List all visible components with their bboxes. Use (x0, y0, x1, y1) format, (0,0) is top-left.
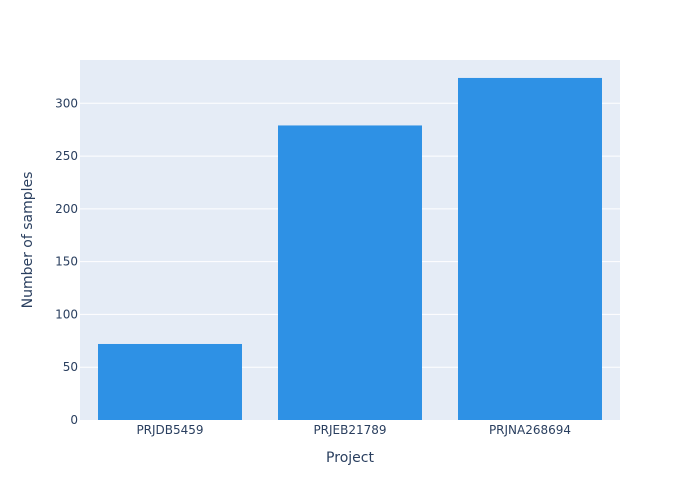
bar[interactable] (98, 343, 242, 420)
x-tick-labels: PRJDB5459 PRJEB21789 PRJNA268694 (136, 423, 571, 437)
bar[interactable] (458, 77, 602, 421)
y-axis-title: Number of samples (20, 172, 36, 309)
y-tick-label: 300 (55, 96, 78, 110)
y-tick-label: 150 (55, 255, 78, 269)
bars (98, 77, 602, 421)
y-tick-label: 50 (63, 360, 78, 374)
y-tick-labels: 0 50 100 150 200 250 300 (55, 96, 78, 427)
x-axis-title: Project (326, 450, 374, 466)
y-tick-label: 250 (55, 149, 78, 163)
x-tick-label: PRJEB21789 (313, 423, 386, 437)
y-tick-label: 100 (55, 307, 78, 321)
y-tick-label: 200 (55, 202, 78, 216)
bar[interactable] (278, 125, 422, 421)
x-tick-label: PRJNA268694 (489, 423, 571, 437)
y-tick-label: 0 (70, 413, 78, 427)
x-tick-label: PRJDB5459 (136, 423, 203, 437)
